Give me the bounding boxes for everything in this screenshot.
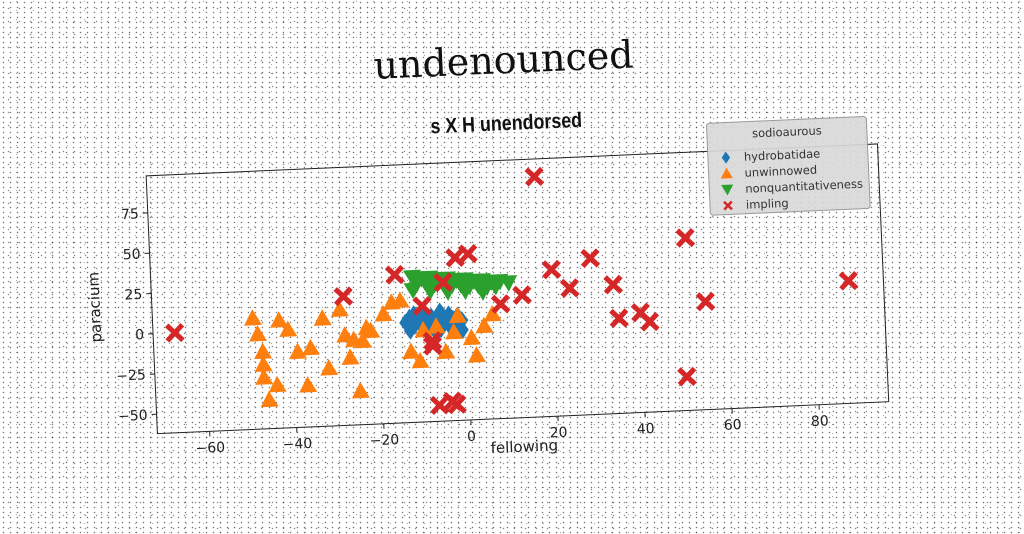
y-tick-label: 25 [124,287,143,304]
data-point [640,312,660,332]
data-point [696,292,716,312]
data-point [456,283,475,300]
data-point [512,285,532,305]
x-tick-label: −20 [369,432,399,449]
y-axis: −50 −25 0 25 50 75 [109,206,157,425]
data-point [404,283,423,300]
x-tick-label: 0 [467,429,477,445]
data-point [491,294,511,314]
data-point [524,167,544,187]
data-point [609,308,629,328]
x-tick-label: 60 [723,417,742,434]
data-point [165,323,185,343]
x-tick-label: −40 [282,436,312,453]
data-point [320,359,339,376]
legend: sodioaurous hydrobatidaeunwinnowednonqua… [706,116,870,215]
data-point [560,278,580,298]
data-point [313,309,332,326]
data-point [603,275,623,295]
series-nonquantitativeness [403,265,518,304]
data-point [580,248,600,268]
legend-label: impling [746,196,789,212]
y-tick-label: 75 [121,206,140,223]
data-point [288,342,307,359]
data-point [385,265,405,285]
x-tick-label: 40 [636,421,655,438]
y-tick-label: 50 [122,247,141,264]
data-point [301,338,320,355]
y-tick-label: 0 [135,327,145,343]
data-point [675,228,695,248]
data-point [341,348,360,365]
data-point [839,271,859,291]
data-point [260,390,279,407]
data-point [677,367,697,387]
y-axis-label: paracium [84,272,105,343]
data-point [333,286,353,306]
x-axis-label: fellowing [490,436,558,457]
y-tick-label: −25 [116,367,146,384]
data-point [351,381,370,398]
x-tick-label: 80 [811,413,830,430]
data-point [467,346,486,363]
data-point [243,309,262,326]
data-point [248,325,267,342]
series-unwinnowed [243,287,505,408]
data-point [299,376,318,393]
x-tick-label: −60 [195,440,225,457]
data-point [541,260,561,280]
data-point [473,284,492,301]
y-tick-label: −50 [118,408,148,425]
